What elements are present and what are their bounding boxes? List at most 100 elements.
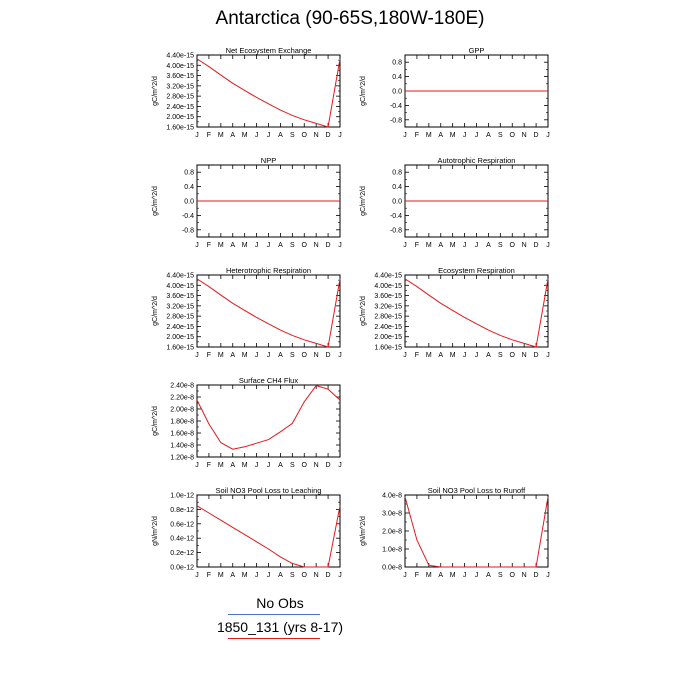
x-tick-label: M [242,462,248,469]
x-tick-label: A [438,132,443,139]
x-tick-label: J [267,242,271,249]
chart-panel: Autotrophic Respiration gC/m^2/d -0.8 -0.4 0… [360,155,590,260]
x-tick-label: N [522,132,527,139]
series-line [196,385,341,450]
chart-svg: Soil NO3 Pool Loss to Leaching gN/m^2/d 0.… [152,486,342,579]
x-tick-label: A [486,132,491,139]
y-tick-label: 1.40e-8 [170,443,194,450]
x-tick-label: A [230,572,235,579]
chart-title: Autotrophic Respiration [438,156,516,165]
y-tick-label: 4.40e-15 [166,53,194,60]
y-tick-label: -0.4 [390,103,402,110]
x-tick-label: A [230,462,235,469]
y-tick-label: 0.8 [392,60,402,67]
series-line [196,58,341,128]
x-tick-label: J [267,462,271,469]
x-tick-label: A [278,572,283,579]
x-tick-label: A [278,352,283,359]
x-tick-label: J [267,132,271,139]
chart-panel: Net Ecosystem Exchange gC/m^2/d 1.60e-15 2.… [152,45,382,150]
chart-title: Net Ecosystem Exchange [226,46,312,55]
y-tick-label: 2.20e-8 [170,395,194,402]
series-line [404,278,549,348]
chart-svg: Heterotrophic Respiration gC/m^2/d 1.60e-1… [152,266,342,359]
x-tick-label: N [522,242,527,249]
x-tick-label: O [510,242,516,249]
x-tick-label: A [486,572,491,579]
x-tick-label: A [230,242,235,249]
x-tick-label: A [278,132,283,139]
y-tick-label: 2.80e-15 [166,94,194,101]
x-tick-label: J [546,242,550,249]
y-tick-label: 0.6e-12 [170,521,194,528]
y-tick-label: 2.0e-8 [382,529,402,536]
y-tick-label: 0.4 [392,74,402,81]
y-tick-label: 2.80e-15 [374,314,402,321]
y-axis-label: gC/m^2/d [360,296,367,326]
x-tick-label: J [463,242,467,249]
y-tick-label: 2.00e-8 [170,407,194,414]
x-tick-label: M [426,132,432,139]
y-tick-label: 4.00e-15 [374,283,402,290]
y-tick-label: 2.00e-15 [166,114,194,121]
chart-title: Surface CH4 Flux [239,376,298,385]
x-tick-label: J [255,132,259,139]
chart-panel: GPP gC/m^2/d -0.8 -0.4 0.0 0.4 0.8 J F M A M J J A S O N D… [360,45,590,150]
legend-model-label: 1850_131 (yrs 8-17) [216,619,344,635]
y-tick-label: 0.0 [184,199,194,206]
chart-panel: Ecosystem Respiration gC/m^2/d 1.60e-15 2.0… [360,265,590,370]
chart-panel: Soil NO3 Pool Loss to Leaching gN/m^2/d 0.… [152,485,382,590]
x-tick-label: J [463,132,467,139]
y-tick-label: 0.0e-8 [382,565,402,572]
y-tick-label: 1.80e-8 [170,419,194,426]
y-tick-label: 0.4 [392,184,402,191]
page-title: Antarctica (90-65S,180W-180E) [215,8,485,29]
x-tick-label: F [415,572,419,579]
x-tick-label: A [438,242,443,249]
x-tick-label: J [255,242,259,249]
x-tick-label: J [546,572,550,579]
x-tick-label: M [218,352,224,359]
y-tick-label: 3.60e-15 [166,73,194,80]
x-tick-label: O [510,132,516,139]
y-tick-label: 0.2e-12 [170,550,194,557]
y-tick-label: 3.20e-15 [166,83,194,90]
x-tick-label: J [338,132,342,139]
x-tick-label: J [195,242,199,249]
x-tick-label: S [290,572,295,579]
y-tick-label: 3.20e-15 [166,303,194,310]
x-tick-label: D [326,242,331,249]
x-tick-label: A [230,132,235,139]
x-tick-label: J [475,242,479,249]
x-tick-label: D [326,132,331,139]
x-tick-label: O [302,572,308,579]
x-tick-label: A [486,242,491,249]
y-tick-label: 3.0e-8 [382,511,402,518]
y-tick-label: -0.4 [182,213,194,220]
chart-panel: Soil NO3 Pool Loss to Runoff gN/m^2/d 0.0e… [360,485,590,590]
x-tick-label: J [338,572,342,579]
x-tick-label: A [438,352,443,359]
plot-frame [196,54,341,128]
x-tick-label: J [403,572,407,579]
y-tick-label: 1.0e-8 [382,547,402,554]
x-tick-label: M [426,572,432,579]
x-tick-label: J [403,352,407,359]
chart-title: Heterotrophic Respiration [226,266,311,275]
chart-panel: Heterotrophic Respiration gC/m^2/d 1.60e-1… [152,265,382,370]
x-tick-label: A [486,352,491,359]
x-tick-label: J [195,132,199,139]
x-tick-label: J [195,572,199,579]
x-tick-label: J [255,572,259,579]
x-tick-label: J [403,242,407,249]
x-tick-label: J [267,572,271,579]
y-tick-label: 4.40e-15 [166,273,194,280]
chart-title: NPP [261,156,276,165]
x-tick-label: M [450,572,456,579]
y-axis-label: gC/m^2/d [360,76,367,106]
y-tick-label: 0.4e-12 [170,536,194,543]
x-tick-label: M [218,132,224,139]
x-tick-label: A [230,352,235,359]
y-tick-label: 3.20e-15 [374,303,402,310]
